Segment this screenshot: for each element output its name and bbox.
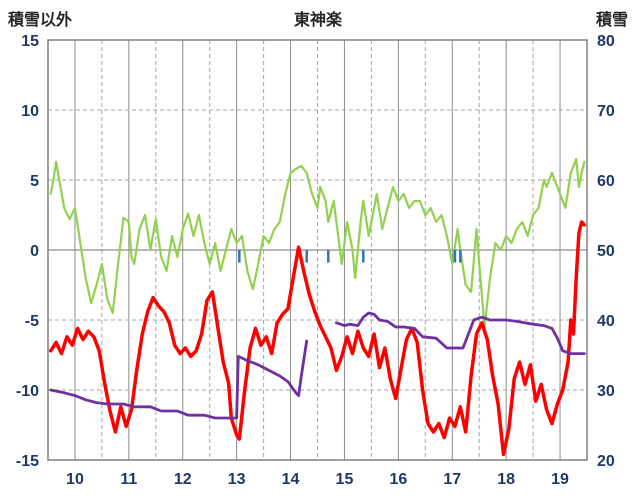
x-axis-tick-label: 13 — [228, 471, 246, 488]
left-axis-tick-label: 0 — [30, 243, 39, 260]
right-axis-title: 積雪 — [595, 12, 628, 29]
left-axis-tick-label: -10 — [16, 383, 39, 400]
plot-frame — [47, 39, 588, 461]
right-axis-tick-label: 70 — [597, 103, 615, 120]
x-axis-tick-label: 11 — [120, 471, 137, 488]
x-axis-tick-label: 10 — [66, 471, 84, 488]
x-axis-tick-label: 15 — [336, 471, 354, 488]
x-axis-tick-label: 16 — [389, 471, 407, 488]
right-axis-tick-label: 20 — [597, 453, 615, 470]
right-axis-tick-label: 60 — [597, 173, 615, 190]
red-series-line — [48, 220, 587, 457]
green-series-line — [49, 157, 586, 329]
right-axis-tick-label: 40 — [597, 313, 615, 330]
left-axis-tick-label: 15 — [21, 33, 39, 50]
left-axis-title: 積雪以外 — [8, 12, 73, 29]
x-axis-tick-label: 14 — [282, 471, 300, 488]
x-axis-tick-label: 19 — [551, 471, 569, 488]
chart-title: 東神楽 — [293, 12, 342, 29]
left-axis-tick-label: 5 — [30, 173, 39, 190]
right-axis-tick-label: 50 — [597, 243, 615, 260]
purple-series-line — [49, 339, 309, 420]
x-axis-tick-label: 12 — [174, 471, 192, 488]
right-axis-tick-label: 80 — [597, 33, 615, 50]
x-axis-tick-label: 17 — [443, 471, 461, 488]
x-axis-tick-label: 18 — [497, 471, 515, 488]
purple-series-line — [334, 311, 586, 356]
right-axis-tick-label: 30 — [597, 383, 615, 400]
left-axis-tick-label: -5 — [25, 313, 39, 330]
left-axis-tick-label: -15 — [16, 453, 39, 470]
left-axis-tick-label: 10 — [21, 103, 39, 120]
